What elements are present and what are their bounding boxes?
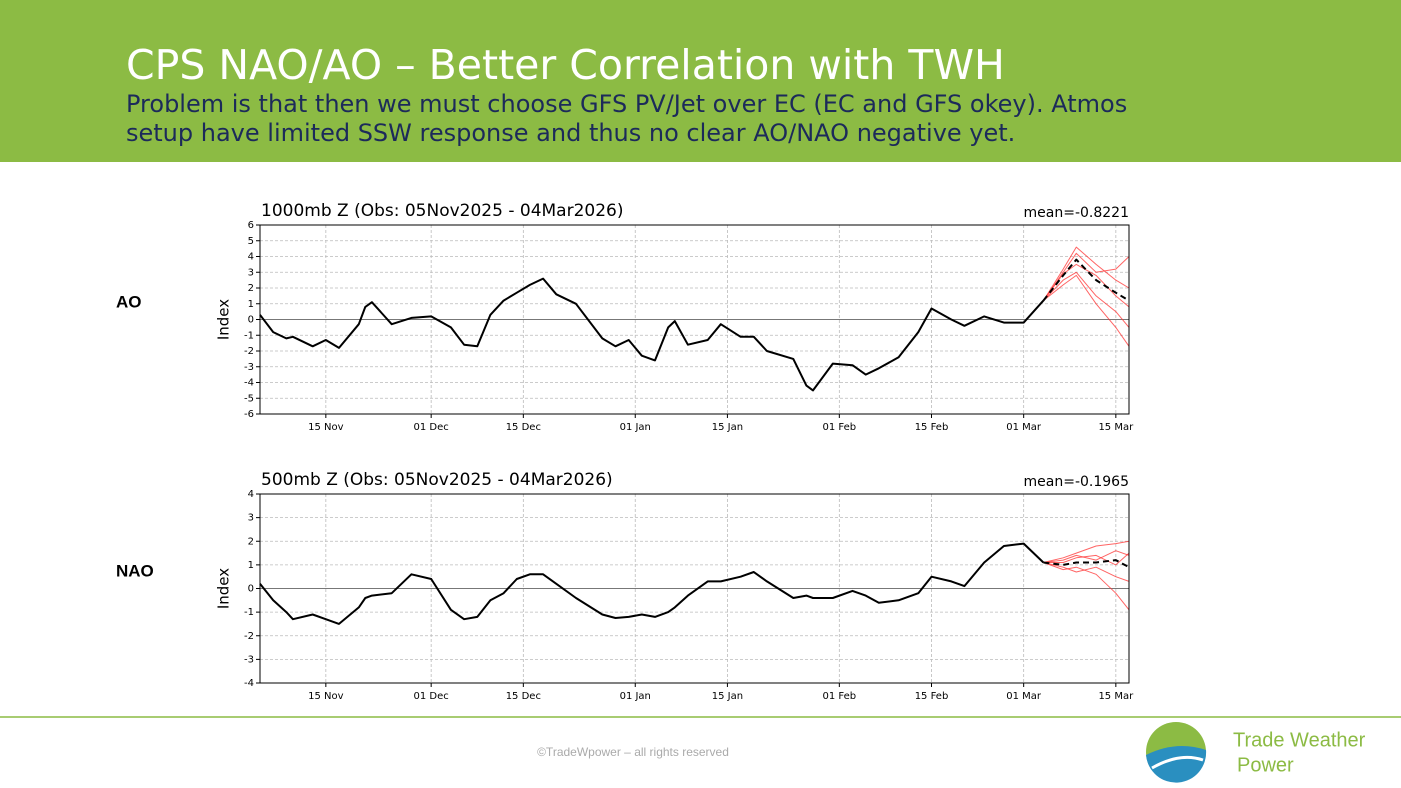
y-tick-label: -4 <box>244 678 254 689</box>
y-tick-label: -1 <box>244 330 254 341</box>
x-tick-label: 01 Dec <box>414 422 449 433</box>
y-tick-label: 3 <box>248 267 254 278</box>
logo <box>1146 722 1207 783</box>
series-line <box>1043 559 1130 569</box>
series-line <box>1043 550 1130 563</box>
plot-frame <box>259 224 1130 415</box>
chart-annotation: mean=-0.8221 <box>1024 205 1129 221</box>
x-tick-label: 15 Jan <box>712 691 743 702</box>
y-tick-label: 4 <box>248 489 254 500</box>
plot-frame <box>259 493 1130 684</box>
x-tick-label: 01 Mar <box>1006 422 1042 433</box>
slide-title: CPS NAO/AO – Better Correlation with TWH <box>126 41 1005 89</box>
y-tick-label: 5 <box>248 236 254 247</box>
x-tick-label: 15 Jan <box>712 422 743 433</box>
x-tick-label: 15 Mar <box>1098 422 1134 433</box>
series-line <box>259 277 1045 392</box>
chart-side-label: NAO <box>116 561 154 580</box>
y-tick-label: 2 <box>248 536 254 547</box>
y-tick-label: 2 <box>248 283 254 294</box>
logo-text: Power <box>1237 754 1294 776</box>
y-tick-label: -5 <box>244 393 254 404</box>
series-line <box>1043 562 1130 582</box>
y-tick-label: 6 <box>248 220 254 231</box>
series-line <box>1043 562 1130 611</box>
series-line <box>1042 246 1130 301</box>
series-line <box>1043 274 1130 347</box>
y-tick-label: -4 <box>244 378 254 389</box>
y-tick-label: 4 <box>248 252 254 263</box>
x-tick-label: 15 Mar <box>1098 691 1134 702</box>
chart-side-label: AO <box>116 292 142 311</box>
y-tick-label: -2 <box>244 631 254 642</box>
series-line <box>1042 252 1130 301</box>
y-tick-label: -1 <box>244 607 254 618</box>
x-tick-label: 15 Dec <box>506 422 541 433</box>
y-tick-label: -3 <box>244 654 254 665</box>
x-tick-label: 15 Feb <box>915 422 949 433</box>
y-tick-label: -2 <box>244 346 254 357</box>
series-line <box>1043 271 1130 328</box>
x-tick-label: 15 Feb <box>915 691 949 702</box>
series-line <box>1043 540 1130 563</box>
subtitle-line: Problem is that then we must choose GFS … <box>126 90 1127 118</box>
y-tick-label: 0 <box>248 584 254 595</box>
x-tick-label: 01 Dec <box>414 691 449 702</box>
chart-title: 1000mb Z (Obs: 05Nov2025 - 04Mar2026) <box>261 201 623 221</box>
logo-wave <box>1146 746 1207 783</box>
y-axis-label: Index <box>215 568 233 609</box>
logo-line <box>1151 755 1204 770</box>
x-tick-label: 15 Nov <box>308 691 344 702</box>
series-line <box>1043 552 1130 566</box>
footer-text: ©TradeWpower – all rights reserved <box>537 745 729 759</box>
y-tick-label: 1 <box>248 560 254 571</box>
logo-text: Trade Weather <box>1233 729 1366 751</box>
y-tick-label: -3 <box>244 362 254 373</box>
x-tick-label: 01 Jan <box>620 691 651 702</box>
subtitle-line: setup have limited SSW response and thus… <box>126 119 1015 147</box>
y-tick-label: 1 <box>248 299 254 310</box>
header-band <box>0 0 1401 162</box>
series-line <box>1042 263 1130 308</box>
y-tick-label: -6 <box>244 409 254 420</box>
chart-annotation: mean=-0.1965 <box>1024 474 1129 490</box>
y-tick-label: 0 <box>248 315 254 326</box>
x-tick-label: 15 Nov <box>308 422 344 433</box>
x-tick-label: 01 Jan <box>620 422 651 433</box>
series-line <box>259 542 1045 625</box>
x-tick-label: 01 Feb <box>823 422 857 433</box>
y-axis-label: Index <box>215 299 233 340</box>
x-tick-label: 01 Feb <box>823 691 857 702</box>
x-tick-label: 01 Mar <box>1006 691 1042 702</box>
x-tick-label: 15 Dec <box>506 691 541 702</box>
chart-title: 500mb Z (Obs: 05Nov2025 - 04Mar2026) <box>261 470 613 490</box>
y-tick-label: 3 <box>248 513 254 524</box>
